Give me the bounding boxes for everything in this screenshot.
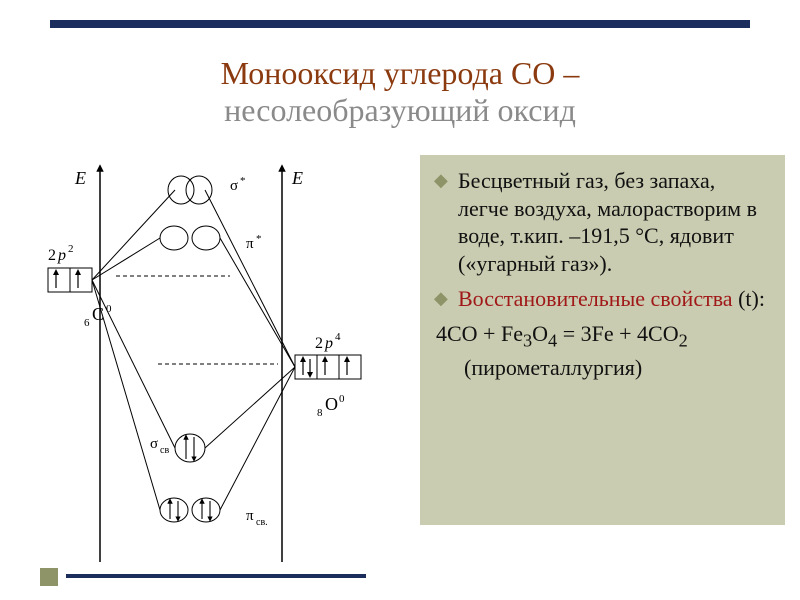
page-title: Монооксид углерода СО – несолеобразующий… xyxy=(0,55,800,129)
svg-text:π: π xyxy=(246,236,254,252)
svg-text:8: 8 xyxy=(317,407,323,419)
title-line-2: несолеобразующий оксид xyxy=(0,92,800,129)
bullet-list: Бесцветный газ, без запаха, легче воздух… xyxy=(434,167,771,313)
svg-text:4: 4 xyxy=(335,331,341,343)
header-bar xyxy=(50,20,750,28)
svg-text:*: * xyxy=(240,175,246,187)
svg-text:2: 2 xyxy=(315,335,323,352)
svg-text:E: E xyxy=(74,168,86,188)
svg-text:π: π xyxy=(246,508,254,524)
bullet-1: Бесцветный газ, без запаха, легче воздух… xyxy=(434,167,771,277)
equation: 4CO + Fe3O4 = 3Fe + 4CO2 xyxy=(436,321,771,351)
title-line-1: Монооксид углерода СО – xyxy=(0,55,800,92)
svg-text:O: O xyxy=(325,394,338,414)
svg-text:2: 2 xyxy=(68,243,74,255)
svg-text:0: 0 xyxy=(339,393,345,405)
svg-text:6: 6 xyxy=(84,317,90,329)
mo-diagram: EE2p22p46C08O0σ*π*σсвπсв. xyxy=(30,160,410,570)
svg-text:*: * xyxy=(256,233,262,245)
svg-text:σ: σ xyxy=(230,178,238,194)
footer-square-icon xyxy=(40,568,58,586)
svg-text:E: E xyxy=(291,168,303,188)
text-panel: Бесцветный газ, без запаха, легче воздух… xyxy=(420,155,785,525)
equation-note: (пирометаллургия) xyxy=(464,355,771,381)
svg-text:p: p xyxy=(57,247,66,264)
bullet-2-red: Восстановительные свойства xyxy=(458,286,733,311)
bullet-2-tail: (t): xyxy=(733,286,765,311)
bullet-2: Восстановительные свойства (t): xyxy=(434,285,771,313)
svg-text:св: св xyxy=(160,445,169,456)
svg-text:св.: св. xyxy=(256,517,268,528)
footer-line xyxy=(66,574,366,578)
svg-text:0: 0 xyxy=(106,303,112,315)
svg-text:σ: σ xyxy=(150,436,158,452)
svg-text:2: 2 xyxy=(48,247,56,264)
svg-text:p: p xyxy=(324,335,333,352)
